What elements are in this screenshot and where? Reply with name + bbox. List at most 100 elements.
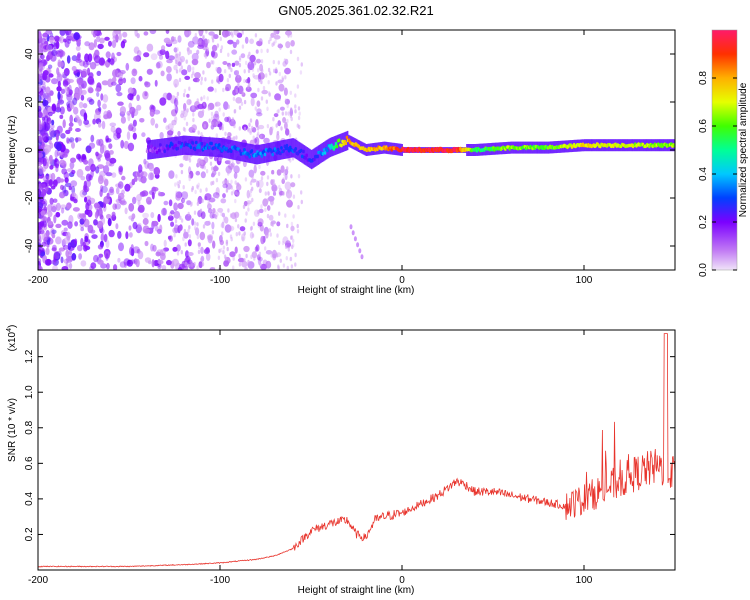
spectrogram-noise-point (191, 105, 195, 110)
spectrogram-noise-point (238, 253, 241, 259)
spectrogram-noise-point (225, 188, 229, 193)
spectrogram-noise-point (281, 178, 286, 184)
spectrogram-noise-point (271, 126, 274, 131)
spectrogram-noise-point (97, 43, 104, 50)
spectrogram-noise-point (200, 96, 203, 101)
spectrogram-noise-point (273, 35, 281, 40)
spectrogram-noise-point (185, 121, 189, 127)
spectrogram-noise-point (243, 99, 247, 105)
spectrogram-ridge-halo (178, 136, 181, 156)
spectrogram-noise-point (157, 191, 161, 197)
spectrogram-noise-point (189, 99, 192, 104)
spectrogram-ridge-halo (269, 142, 271, 162)
spectrogram-noise-point (87, 53, 93, 62)
spectrogram-noise-point (76, 168, 84, 178)
spectrogram-noise-point (169, 128, 174, 135)
spectrogram-noise-point (184, 242, 187, 247)
spectrogram-noise-point (269, 131, 272, 136)
spectrogram-ridge-halo (340, 133, 342, 153)
spectrogram-noise-point (271, 169, 275, 175)
spectrogram-ridge-point (229, 149, 233, 153)
spectrogram-ridge-point (243, 148, 246, 152)
spectrogram-noise-point (38, 32, 41, 38)
spectrogram-noise-point (52, 48, 56, 57)
spectrogram-noise-point (38, 250, 42, 255)
spectrogram-noise-point (152, 244, 157, 252)
spectrogram-noise-point (144, 81, 151, 88)
spectrogram-noise-point (212, 267, 216, 270)
spectrogram-noise-point (220, 223, 223, 228)
spectrogram-noise-point (257, 40, 262, 47)
spectrogram-noise-point (193, 210, 197, 215)
spectrogram-noise-point (280, 126, 283, 131)
spectrogram-noise-point (184, 261, 187, 267)
spectrogram-noise-point (266, 175, 270, 180)
spectrogram-noise-point (206, 47, 209, 52)
spectrogram-noise-point (180, 169, 184, 175)
spectrogram-noise-point (211, 170, 217, 176)
spectrogram-ridge-point (341, 139, 345, 144)
spectrogram-noise-point (247, 61, 255, 71)
spectrogram-noise-point (259, 262, 262, 267)
spectrogram-noise-point (272, 179, 275, 184)
spectrogram-noise-point (226, 179, 230, 184)
spectrogram-noise-point (255, 49, 259, 54)
spectrogram-noise-point (273, 30, 277, 36)
spectrogram-noise-point (258, 256, 263, 262)
spectrogram-noise-point (209, 212, 215, 219)
spectrogram-noise-point (287, 33, 290, 38)
spectrogram-noise-point (136, 50, 142, 57)
spectrogram-noise-point (288, 199, 291, 204)
spectrogram-noise-point (185, 191, 188, 196)
spectrogram-ridge-halo (302, 144, 304, 164)
spectrogram-noise-point (276, 109, 279, 114)
spectrogram-noise-point (279, 106, 285, 111)
spectrogram-noise-point (229, 251, 236, 258)
snr-y-tick-label: 0.2 (24, 527, 35, 541)
spectrogram-ridge-halo (176, 136, 179, 156)
spectrogram-noise-point (300, 62, 303, 67)
spectrogram-noise-point (38, 152, 44, 158)
spectrogram-noise-point (103, 233, 108, 243)
spectrogram-noise-point (59, 114, 64, 119)
spectrogram-noise-point (175, 59, 178, 65)
spectrogram-noise-point (182, 92, 186, 98)
spectrogram-noise-point (151, 191, 155, 200)
spectrogram-noise-point (149, 172, 155, 180)
spectrogram-noise-point (51, 103, 57, 112)
spectrogram-noise-point (247, 207, 250, 212)
spectrogram-noise-point (173, 202, 178, 211)
spectrogram-noise-point (258, 208, 264, 214)
spectrogram-noise-point (279, 258, 282, 263)
spectrogram-noise-point (208, 197, 216, 203)
spectrogram-noise-point (175, 95, 179, 101)
spectrogram-noise-point (182, 185, 185, 190)
spectrogram-noise-point (104, 250, 110, 259)
spectrogram-noise-point (59, 106, 65, 115)
snr-x-tick-label: -100 (210, 575, 230, 586)
spectrogram-noise-point (154, 225, 159, 232)
spectrogram-noise-point (45, 258, 52, 265)
spectrogram-ridge-halo (171, 137, 173, 157)
spectrogram-noise-point (284, 170, 287, 176)
spectrogram-noise-point (153, 109, 161, 115)
spectrogram-noise-point (275, 81, 278, 86)
spectrogram-noise-point (236, 70, 239, 75)
spectrogram-noise-point (200, 132, 203, 137)
spectrogram-ridge-halo (338, 134, 340, 154)
spectrogram-noise-point (253, 256, 256, 261)
spectrogram-noise-point (217, 171, 221, 177)
spectrogram-noise-point (183, 103, 187, 111)
spectrogram-ridge-halo (177, 136, 180, 156)
spectrogram-noise-point (277, 43, 281, 48)
colorbar-tick-label: 0.4 (698, 167, 709, 181)
spectrogram-noise-point (178, 68, 182, 73)
spectrogram-noise-point (74, 137, 82, 142)
spectrogram-noise-point (82, 60, 89, 68)
spectrogram-noise-point (250, 97, 255, 107)
spectrogram-noise-point (231, 117, 235, 122)
spectrogram-noise-point (273, 113, 279, 118)
spectrogram-noise-point (249, 192, 252, 198)
spectrogram-noise-point (48, 73, 54, 78)
spectrogram-noise-point (51, 205, 57, 213)
